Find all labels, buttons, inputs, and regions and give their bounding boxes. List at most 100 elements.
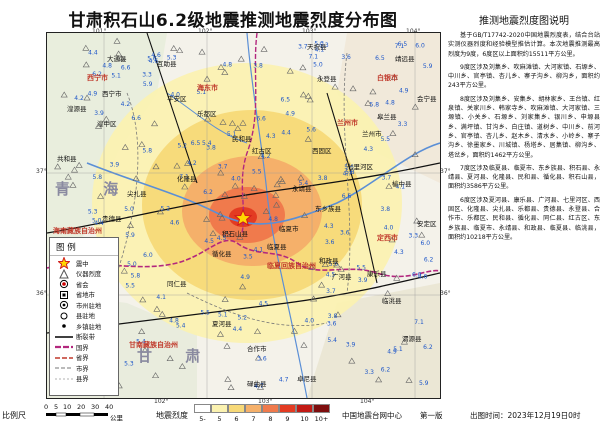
intensity-level-label: 7 (251, 415, 256, 423)
instrument-intensity-value: 3.8 (328, 313, 338, 320)
instrument-triangle-icon (304, 92, 312, 99)
coord-right-37: 37° (440, 168, 451, 175)
instrument-intensity-value: 4.6 (151, 52, 161, 59)
instrument-triangle-icon (250, 184, 258, 191)
place-label: 民和县 (232, 135, 252, 143)
instrument-intensity-value: 4.8 (385, 99, 395, 106)
instrument-intensity-value: 3.7 (218, 163, 228, 170)
place-label: 永登县 (317, 75, 337, 83)
legend-item: 仪器烈度 (50, 268, 118, 280)
instrument-intensity-value: 5.8 (131, 273, 141, 280)
instrument-intensity-value: 4.5 (259, 300, 269, 307)
instrument-intensity-value: 5.8 (142, 147, 152, 154)
instrument-triangle-icon (337, 265, 345, 272)
instrument-intensity-value: 4.6 (418, 274, 428, 281)
instrument-intensity-value: 4.2 (74, 95, 84, 102)
legend-item: 县驻地 (50, 311, 118, 322)
scale-bar: 0 5 10 20 30 40 公里 (44, 401, 134, 426)
instrument-intensity-value: 5.3 (167, 54, 177, 61)
instrument-intensity-value: 4.6 (170, 219, 180, 226)
place-label: 和政县 (319, 257, 339, 265)
instrument-triangle-icon (257, 153, 265, 159)
instrument-intensity-value: 4.3 (266, 133, 276, 140)
legend-item: 县界 (50, 374, 118, 385)
intensity-legend-label: 地震烈度 (156, 411, 188, 420)
instrument-triangle-icon (272, 191, 280, 198)
instrument-intensity-value: 3.9 (358, 277, 368, 284)
instrument-triangle-icon (216, 330, 224, 337)
township-seat-icon (55, 321, 73, 331)
instrument-triangle-icon (217, 63, 225, 70)
intensity-swatch (245, 404, 262, 413)
instrument-intensity-value: 5.4 (299, 180, 309, 187)
coord-bottom-104: 104° (360, 398, 375, 405)
place-label: 临夏市 (279, 225, 299, 233)
instrument-intensity-value: 5.4 (136, 339, 146, 346)
instrument-intensity-value: 3.9 (94, 110, 104, 117)
instrument-intensity-value: 4.2 (121, 101, 131, 108)
instrument-intensity-value: 4.3 (364, 146, 374, 153)
instrument-triangle-icon (138, 141, 146, 147)
place-label: 乐都区 (197, 110, 217, 118)
place-label: 化隆县 (177, 175, 197, 183)
instrument-triangle-icon (300, 341, 308, 348)
instrument-triangle-icon (152, 163, 160, 170)
instrument-triangle-icon (306, 96, 314, 103)
map-title: 甘肃积石山6.2级地震推测地震烈度分布图 (68, 11, 398, 31)
legend-item-label: 乡镇驻地 (76, 323, 102, 331)
scale-tick-5: 5 (54, 403, 59, 411)
instrument-intensity-value: 3.6 (257, 355, 267, 362)
instrument-intensity-value: 5.0 (313, 61, 323, 68)
instrument-intensity-value: 5.8 (345, 169, 355, 176)
instrument-triangle-icon (234, 125, 242, 132)
instrument-intensity-value: 4.8 (268, 216, 278, 223)
instrument-triangle-icon (277, 175, 285, 182)
instrument-triangle-icon (173, 162, 181, 169)
instrument-intensity-value: 4.3 (324, 223, 334, 230)
instrument-intensity-value: 5.1 (393, 346, 403, 353)
national-border-icon (55, 342, 73, 352)
instrument-intensity-value: 5.0 (124, 206, 134, 213)
instrument-triangle-icon (333, 261, 341, 268)
instrument-intensity-value: 4.2 (261, 153, 271, 160)
epicenter-star-icon (55, 257, 73, 270)
instrument-triangle-icon (138, 328, 146, 334)
place-label: 康乐县 (367, 270, 387, 278)
place-label: 渭源县 (402, 335, 422, 343)
prefecture-city-icon (55, 290, 73, 300)
panel-paragraph-4: 7度区涉及临夏县、临夏市、东乡族县、积石县、永靖县、夏河县、化隆县、民和县、循化… (448, 164, 600, 191)
instrument-triangle-icon (70, 166, 79, 173)
instrument-triangle-icon (132, 175, 140, 182)
instrument-triangle-icon (348, 357, 356, 364)
instrument-intensity-value: 3.8 (381, 206, 391, 213)
place-label: 大通县 (107, 55, 127, 63)
intensity-swatch (262, 404, 279, 413)
instrument-intensity-value: 3.7 (382, 175, 392, 182)
place-label: 碌曲县 (247, 380, 267, 388)
place-label: 贵德县 (102, 215, 122, 223)
coord-top-103: 103° (302, 28, 317, 35)
instrument-triangle-icon (388, 236, 396, 243)
legend-item: 市界 (50, 363, 118, 374)
place-label: 红古区 (252, 147, 272, 155)
instrument-triangle-icon (349, 85, 357, 92)
scale-unit: 公里 (110, 414, 123, 422)
instrument-intensity-value: 4.0 (170, 91, 180, 98)
legend-item-label: 震中 (76, 260, 89, 268)
county-border-icon (55, 374, 73, 384)
instrument-triangle-icon (413, 217, 421, 224)
instrument-triangle-icon (310, 295, 318, 302)
instrument-triangle-icon (239, 119, 247, 126)
place-label: 互助县 (157, 60, 177, 68)
instrument-triangle-icon (385, 182, 393, 189)
instrument-intensity-value: 6.6 (131, 115, 141, 122)
instrument-intensity-value: 5.1 (111, 72, 121, 79)
instrument-triangle-icon (253, 328, 262, 335)
instrument-triangle-icon (198, 48, 206, 55)
panel-paragraph-5: 6度区涉及夏河县、康乐县、广河县、七里河区、西固区、化隆县、尖扎县、乐都县、贵德… (448, 196, 600, 241)
intensity-swatch (211, 404, 228, 413)
instrument-intensity-value: 4.9 (387, 348, 397, 355)
instrument-triangle-icon (389, 129, 397, 136)
legend-item-label: 省地市 (76, 292, 95, 300)
instrument-intensity-value: 4.7 (279, 376, 289, 383)
